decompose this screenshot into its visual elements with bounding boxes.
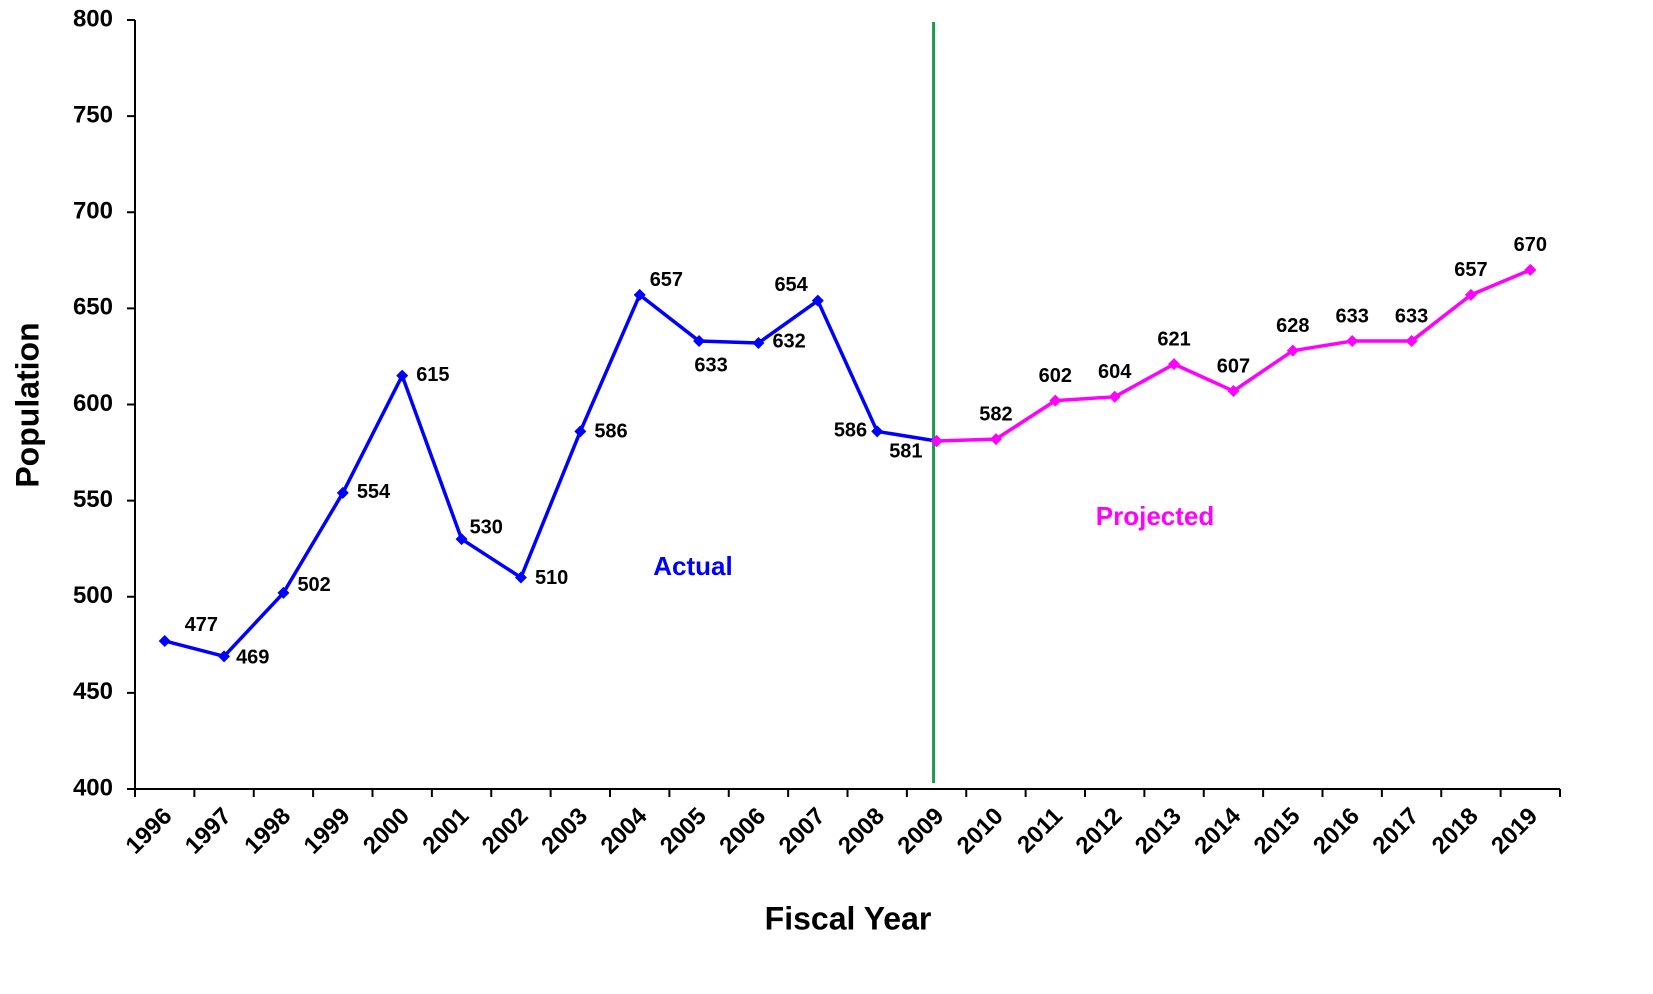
data-point (396, 369, 409, 382)
x-tick-label: 2004 (596, 802, 653, 859)
y-tick-label: 400 (73, 774, 113, 801)
y-tick-label: 550 (73, 486, 113, 513)
data-point (930, 435, 943, 448)
data-label: 469 (236, 647, 269, 669)
x-tick-label: 1997 (180, 803, 237, 860)
data-point (158, 634, 171, 647)
data-label: 621 (1157, 328, 1190, 350)
data-point (1049, 394, 1062, 407)
x-tick-label: 2010 (952, 803, 1009, 860)
data-label: 530 (470, 516, 503, 538)
x-tick-label: 2014 (1189, 802, 1246, 859)
data-label: 510 (535, 567, 568, 589)
data-point (693, 335, 706, 348)
data-label: 582 (979, 403, 1012, 425)
y-tick-label: 600 (73, 390, 113, 417)
data-label: 581 (889, 440, 922, 462)
data-label: 632 (772, 330, 805, 352)
data-label: 604 (1098, 361, 1132, 383)
data-point (574, 425, 587, 438)
data-label: 602 (1039, 365, 1072, 387)
x-tick-label: 2007 (774, 803, 831, 860)
y-tick-label: 750 (73, 101, 113, 128)
data-label: 477 (185, 614, 218, 636)
data-point (1524, 263, 1537, 276)
x-tick-label: 1996 (121, 803, 178, 860)
data-label: 586 (594, 421, 627, 443)
data-point (277, 586, 290, 599)
x-tick-label: 2000 (358, 803, 415, 860)
data-label: 654 (774, 274, 808, 296)
data-point (336, 486, 349, 499)
data-point (1286, 344, 1299, 357)
data-point (1464, 288, 1477, 301)
data-point (1108, 390, 1121, 403)
y-tick-label: 450 (73, 678, 113, 705)
data-label: 502 (297, 574, 330, 596)
x-tick-label: 2018 (1427, 803, 1484, 860)
data-label: 586 (834, 420, 867, 442)
data-point (871, 425, 884, 438)
data-label: 633 (694, 354, 727, 376)
y-tick-label: 500 (73, 582, 113, 609)
data-point (1405, 335, 1418, 348)
x-tick-label: 2015 (1249, 803, 1306, 860)
x-tick-label: 1998 (239, 803, 296, 860)
y-tick-label: 700 (73, 198, 113, 225)
data-point (1168, 358, 1181, 371)
x-tick-label: 2003 (536, 803, 593, 860)
data-label: 628 (1276, 315, 1309, 337)
x-tick-label: 2008 (833, 803, 890, 860)
x-tick-label: 2013 (1130, 803, 1187, 860)
data-label: 615 (416, 364, 449, 386)
x-tick-label: 2011 (1012, 803, 1068, 859)
data-point (514, 571, 527, 584)
data-label: 657 (650, 269, 683, 291)
y-tick-label: 650 (73, 294, 113, 321)
x-axis-title: Fiscal Year (765, 900, 932, 936)
data-label: 670 (1514, 234, 1547, 256)
series-label: Projected (1096, 501, 1215, 531)
data-point (633, 288, 646, 301)
x-tick-label: 2002 (477, 803, 534, 860)
x-tick-label: 2005 (655, 803, 712, 860)
y-tick-label: 800 (73, 5, 113, 32)
data-point (989, 433, 1002, 446)
x-tick-label: 2016 (1308, 803, 1365, 860)
x-tick-label: 2012 (1071, 803, 1128, 860)
data-point (811, 294, 824, 307)
series-line (164, 293, 937, 659)
data-point (218, 650, 231, 663)
data-point (1227, 385, 1240, 398)
series-label: Actual (653, 551, 732, 581)
x-tick-label: 2009 (892, 803, 949, 860)
data-label: 607 (1217, 355, 1250, 377)
data-point (1346, 335, 1359, 348)
data-label: 633 (1336, 305, 1369, 327)
data-label: 633 (1395, 305, 1428, 327)
data-point (455, 533, 468, 546)
x-tick-label: 2001 (417, 803, 474, 860)
x-tick-label: 2019 (1486, 803, 1543, 860)
x-tick-label: 1999 (299, 803, 356, 860)
data-label: 657 (1454, 259, 1487, 281)
data-label: 554 (357, 481, 391, 503)
y-axis-title: Population (9, 322, 45, 487)
data-point (752, 336, 765, 349)
x-tick-label: 2017 (1367, 803, 1424, 860)
x-tick-label: 2006 (714, 803, 771, 860)
